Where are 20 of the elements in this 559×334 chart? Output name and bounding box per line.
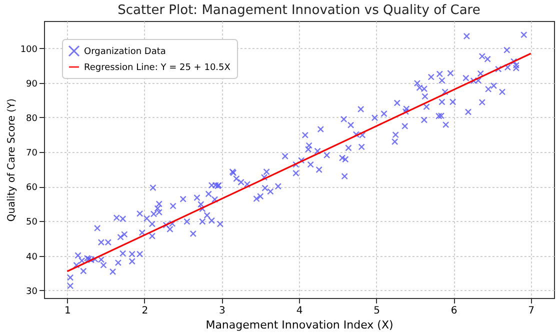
y-tick-label: 90 bbox=[26, 79, 38, 90]
y-tick-label: 80 bbox=[26, 114, 38, 124]
x-tick-label: 7 bbox=[528, 306, 535, 316]
y-tick-label: 50 bbox=[26, 218, 38, 228]
x-tick-label: 3 bbox=[219, 306, 226, 316]
y-axis-title: Quality of Care Score (Y) bbox=[6, 98, 18, 222]
x-tick-label: 6 bbox=[450, 306, 458, 316]
y-tick-label: 100 bbox=[20, 44, 38, 55]
x-tick-label: 5 bbox=[374, 306, 380, 316]
y-tick-label: 40 bbox=[26, 252, 38, 262]
x-tick-label: 4 bbox=[296, 306, 303, 316]
y-tick-label: 70 bbox=[26, 148, 38, 159]
x-axis-title: Management Innovation Index (X) bbox=[206, 318, 394, 332]
legend-label: Organization Data bbox=[84, 47, 166, 57]
y-tick-label: 30 bbox=[26, 286, 38, 297]
x-tick-label: 1 bbox=[64, 306, 71, 316]
x-tick-label: 2 bbox=[142, 306, 148, 316]
legend-label: Regression Line: Y = 25 + 10.5X bbox=[84, 63, 230, 73]
y-tick-label: 60 bbox=[26, 183, 38, 194]
chart-title: Scatter Plot: Management Innovation vs Quality of Care bbox=[118, 3, 480, 18]
